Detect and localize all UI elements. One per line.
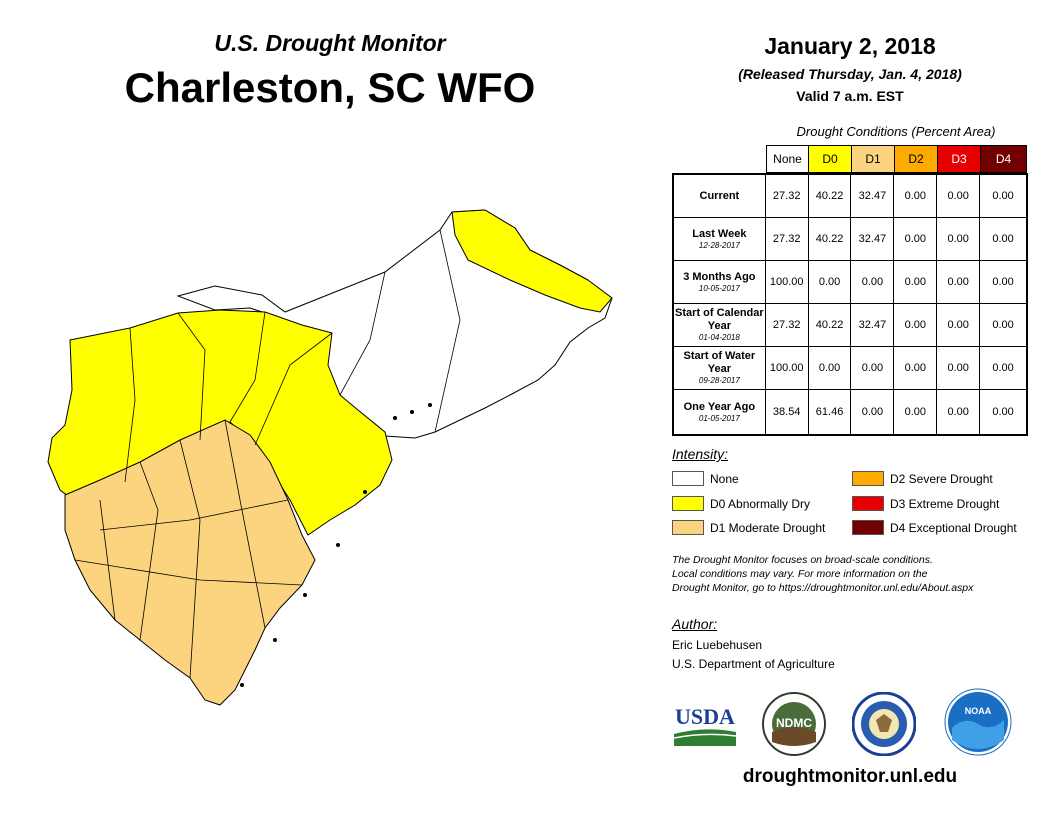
ndmc-logo-text: NDMC (776, 716, 812, 730)
map-region-d1 (64, 419, 316, 706)
author-name: Eric Luebehusen (672, 638, 763, 652)
author-title: Author: (672, 616, 718, 632)
conditions-caption: Drought Conditions (Percent Area) (796, 124, 996, 139)
table-header: None D0 D1 D2 D3 D4 (766, 145, 1027, 173)
noaa-logo-icon: NOAA (944, 688, 1012, 756)
col-d3: D3 (938, 145, 981, 173)
release-date: (Released Thursday, Jan. 4, 2018) (738, 66, 962, 82)
row-label: Start of Calendar Year 01-04-2018 (674, 304, 766, 346)
row-label: 3 Months Ago 10-05-2017 (674, 261, 766, 303)
legend-swatch (672, 496, 704, 511)
row-label: Current (674, 175, 766, 217)
website-link[interactable]: droughtmonitor.unl.edu (742, 766, 958, 787)
noaa-logo-text: NOAA (965, 706, 992, 716)
legend-swatch (852, 471, 884, 486)
table-row: Start of Water Year 09-28-2017 100.00 0.… (674, 347, 1026, 390)
legend-item-none: None (672, 471, 739, 486)
map-subtitle: U.S. Drought Monitor (214, 30, 446, 56)
disclaimer-note: The Drought Monitor focuses on broad-sca… (672, 554, 974, 594)
ndmc-logo-icon: NDMC (762, 692, 826, 756)
map-date: January 2, 2018 (764, 33, 936, 59)
table-row: Current 27.32 40.22 32.47 0.00 0.00 0.00 (674, 175, 1026, 218)
conditions-table: Current 27.32 40.22 32.47 0.00 0.00 0.00… (672, 173, 1028, 436)
map-title: Charleston, SC WFO (124, 64, 536, 111)
col-d4: D4 (981, 145, 1027, 173)
legend-swatch (852, 496, 884, 511)
row-label: Start of Water Year 09-28-2017 (674, 347, 766, 389)
col-d0: D0 (809, 145, 852, 173)
legend-title: Intensity: (672, 446, 729, 462)
county-lines (74, 229, 461, 679)
col-d1: D1 (852, 145, 895, 173)
legend-item-d2: D2 Severe Drought (852, 471, 993, 486)
legend-item-d3: D3 Extreme Drought (852, 496, 999, 511)
col-none: None (766, 145, 809, 173)
row-label: Last Week 12-28-2017 (674, 218, 766, 260)
legend-item-d4: D4 Exceptional Drought (852, 520, 1017, 535)
coastline-islands (240, 403, 432, 687)
valid-time: Valid 7 a.m. EST (796, 88, 904, 104)
table-row: One Year Ago 01-05-2017 38.54 61.46 0.00… (674, 390, 1026, 434)
legend-swatch (672, 520, 704, 535)
row-label: One Year Ago 01-05-2017 (674, 390, 766, 434)
usda-logo-text: USDA (675, 704, 735, 729)
table-row: Last Week 12-28-2017 27.32 40.22 32.47 0… (674, 218, 1026, 261)
legend-swatch (672, 471, 704, 486)
table-row: 3 Months Ago 10-05-2017 100.00 0.00 0.00… (674, 261, 1026, 304)
legend-item-d0: D0 Abnormally Dry (672, 496, 810, 511)
drought-map (47, 209, 613, 706)
legend-swatch (852, 520, 884, 535)
usda-logo-icon: USDA (673, 704, 737, 746)
col-d2: D2 (895, 145, 938, 173)
noaa-seal-icon (852, 692, 916, 756)
author-org: U.S. Department of Agriculture (672, 657, 835, 671)
table-row: Start of Calendar Year 01-04-2018 27.32 … (674, 304, 1026, 347)
legend-item-d1: D1 Moderate Drought (672, 520, 825, 535)
